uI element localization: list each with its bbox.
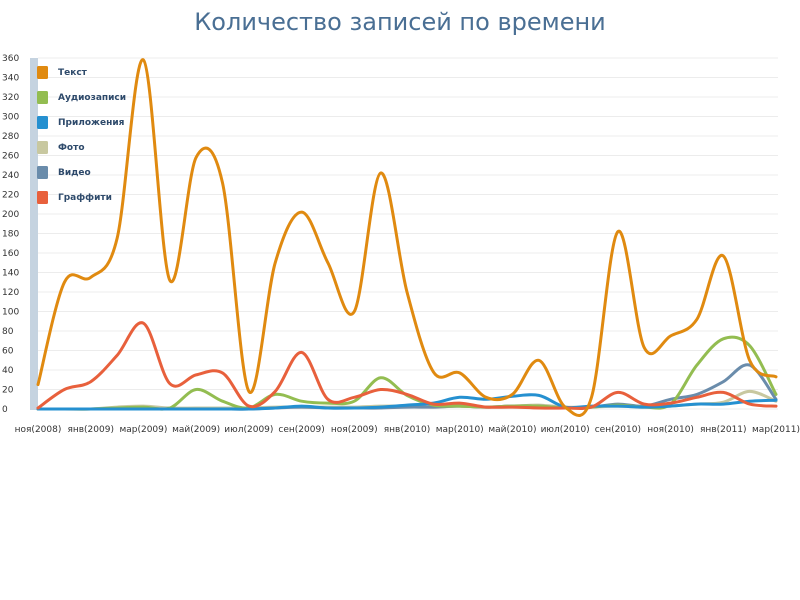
x-tick-label: май(2009) xyxy=(172,425,220,435)
legend-label: Граффити xyxy=(58,193,112,203)
left-axis-strip xyxy=(30,58,38,410)
x-axis-ticks: ноя(2008) янв(2009) мар(2009) май(2009) июл(… xyxy=(15,425,800,435)
y-tick-label: 100 xyxy=(2,308,19,318)
legend-label: Приложения xyxy=(58,118,125,128)
x-tick-label: июл(2010) xyxy=(541,425,590,435)
y-tick-label: 320 xyxy=(2,93,19,103)
legend-item[interactable]: Приложения xyxy=(37,116,125,129)
x-tick-label: мар(2009) xyxy=(119,425,167,435)
y-tick-label: 20 xyxy=(2,386,14,396)
y-tick-label: 300 xyxy=(2,113,19,123)
y-tick-label: 260 xyxy=(2,152,19,162)
legend-item[interactable]: Видео xyxy=(37,166,91,179)
x-tick-label: сен(2009) xyxy=(278,425,324,435)
grid xyxy=(38,57,778,410)
legend-item[interactable]: Фото xyxy=(37,141,85,154)
x-tick-label: мар(2011) xyxy=(752,425,800,435)
legend-swatch xyxy=(37,141,48,154)
x-tick-label: мар(2010) xyxy=(436,425,484,435)
x-tick-label: янв(2011) xyxy=(700,425,747,435)
y-tick-label: 220 xyxy=(2,191,19,201)
legend-label: Аудиозаписи xyxy=(58,93,126,103)
y-tick-label: 360 xyxy=(2,54,19,64)
series-lines xyxy=(36,58,778,417)
y-tick-label: 80 xyxy=(2,327,14,337)
x-tick-label: янв(2009) xyxy=(67,425,114,435)
legend-swatch xyxy=(37,166,48,179)
x-tick-label: май(2010) xyxy=(488,425,536,435)
y-tick-label: 240 xyxy=(2,171,19,181)
series-line-2 xyxy=(36,335,778,411)
chart-title: Количество записей по времени xyxy=(194,8,606,36)
legend-label: Фото xyxy=(58,143,85,153)
y-tick-label: 180 xyxy=(2,230,19,240)
legend-item[interactable]: Граффити xyxy=(37,191,112,204)
legend-swatch xyxy=(37,116,48,129)
legend-swatch xyxy=(37,91,48,104)
x-tick-label: янв(2010) xyxy=(384,425,431,435)
x-tick-label: ноя(2009) xyxy=(331,425,378,435)
x-tick-label: июл(2009) xyxy=(224,425,273,435)
legend-label: Текст xyxy=(58,68,88,78)
y-tick-label: 140 xyxy=(2,269,19,279)
y-tick-label: 280 xyxy=(2,132,19,142)
y-tick-label: 160 xyxy=(2,249,19,259)
legend-swatch xyxy=(37,66,48,79)
series-line-1 xyxy=(36,58,778,417)
y-tick-label: 120 xyxy=(2,288,19,298)
y-tick-label: 340 xyxy=(2,74,19,84)
legend-swatch xyxy=(37,191,48,204)
x-tick-label: ноя(2008) xyxy=(15,425,62,435)
series-line-3 xyxy=(36,393,778,411)
x-tick-label: сен(2010) xyxy=(595,425,641,435)
y-tick-label: 200 xyxy=(2,210,19,220)
legend[interactable]: Текст Аудиозаписи Приложения Фото Видео Графф… xyxy=(37,66,126,204)
legend-label: Видео xyxy=(58,168,91,178)
series-line-6 xyxy=(36,321,778,410)
y-axis-ticks: 0 20 40 60 80 100 120 140 160 180 200 220 240 260 280 3… xyxy=(2,54,19,415)
y-tick-label: 40 xyxy=(2,366,14,376)
y-tick-label: 60 xyxy=(2,347,14,357)
legend-item[interactable]: Аудиозаписи xyxy=(37,91,126,104)
x-tick-label: ноя(2010) xyxy=(647,425,694,435)
legend-item[interactable]: Текст xyxy=(37,66,88,79)
y-tick-label: 0 xyxy=(2,405,8,415)
